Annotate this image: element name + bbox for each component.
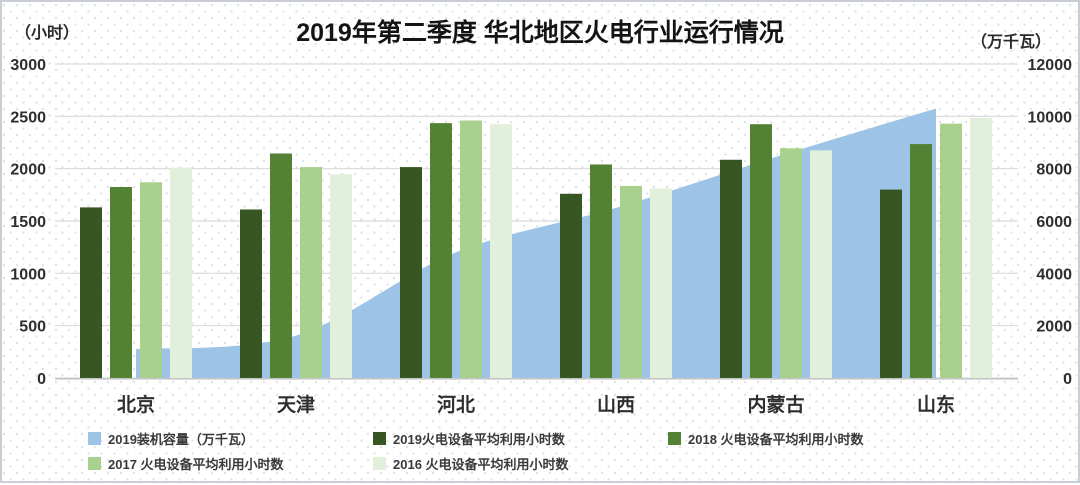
category-label-3: 山西	[597, 394, 635, 416]
left-axis-unit-label: （小时）	[15, 25, 80, 42]
bar-series-2-天津	[300, 167, 322, 378]
category-label-0: 北京	[117, 393, 155, 416]
right-axis-tick-label: 2000	[1036, 319, 1072, 336]
bar-series-3-山东	[970, 117, 992, 379]
bar-series-2-山西	[620, 185, 642, 378]
bar-series-0-天津	[240, 209, 262, 378]
bar-series-0-山西	[560, 193, 582, 378]
category-label-2: 河北	[437, 394, 475, 416]
right-axis-tick-label: 8000	[1036, 162, 1072, 179]
bar-series-2-内蒙古	[780, 148, 802, 378]
chart-title: 2019年第二季度 华北地区火电行业运行情况	[296, 19, 784, 47]
right-axis-tick-label: 12000	[1028, 57, 1073, 74]
right-axis-tick-label: 4000	[1036, 266, 1072, 283]
category-label-5: 山东	[917, 393, 955, 416]
bar-series-2-山东	[940, 123, 962, 378]
bar-series-1-天津	[270, 153, 292, 378]
left-axis-tick-label: 1000	[10, 266, 46, 283]
bar-series-2-河北	[460, 120, 482, 379]
bar-series-0-山东	[880, 189, 902, 378]
bar-series-0-北京	[80, 207, 102, 378]
bar-series-3-内蒙古	[810, 150, 832, 378]
bar-series-1-内蒙古	[750, 124, 772, 378]
left-axis-tick-label: 2000	[10, 162, 46, 179]
bar-series-3-河北	[490, 124, 512, 378]
left-axis-tick-label: 0	[37, 371, 46, 388]
right-axis-tick-label: 10000	[1028, 109, 1073, 126]
bar-series-1-北京	[110, 186, 132, 378]
left-axis-tick-label: 3000	[10, 57, 46, 74]
bar-series-3-山西	[650, 188, 672, 378]
category-label-1: 天津	[277, 393, 315, 416]
bar-series-0-内蒙古	[720, 159, 742, 378]
right-axis-unit-label: （万千瓦）	[970, 34, 1051, 51]
bar-series-3-天津	[330, 174, 352, 378]
bar-series-1-山西	[590, 164, 612, 378]
category-label-4: 内蒙古	[747, 393, 804, 416]
left-axis-tick-label: 500	[19, 319, 46, 336]
bar-series-2-北京	[140, 182, 162, 378]
bar-series-3-北京	[170, 167, 192, 378]
right-axis-tick-label: 6000	[1036, 214, 1072, 231]
bar-series-0-河北	[400, 167, 422, 378]
bar-series-1-河北	[430, 123, 452, 379]
left-axis-tick-label: 1500	[10, 214, 46, 231]
right-axis-tick-label: 0	[1063, 371, 1072, 388]
left-axis-tick-label: 2500	[10, 109, 46, 126]
bar-series-1-山东	[910, 144, 932, 378]
